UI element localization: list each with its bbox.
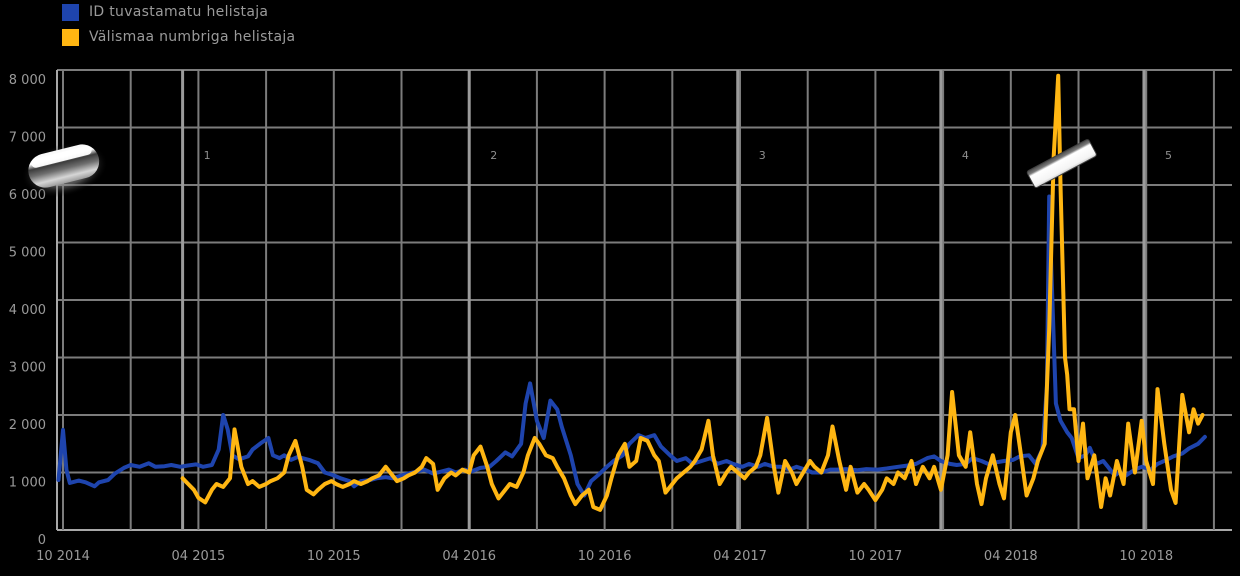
x-axis-tick-label: 10 2017: [849, 549, 903, 564]
series-line-yellow: [180, 73, 1205, 512]
x-axis-tick-label: 10 2015: [307, 549, 361, 564]
legend-swatch-yellow-icon: [62, 29, 79, 46]
x-axis-tick-label: 04 2018: [984, 549, 1038, 564]
x-axis-tick-label: 10 2016: [578, 549, 632, 564]
y-axis-tick-label: 7 000: [9, 131, 46, 146]
series-line-blue: [56, 194, 1207, 498]
x-axis-tick-label: 10 2018: [1119, 549, 1173, 564]
x-axis-tick-label: 04 2015: [172, 549, 226, 564]
x-axis-tick-label: 10 2014: [36, 549, 90, 564]
legend-item-yellow-series[interactable]: Välismaa numbriga helistaja: [62, 29, 295, 46]
event-marker-numbers: 1 2 3 4 5: [204, 149, 1172, 162]
x-axis-tick-label: 04 2017: [713, 549, 767, 564]
y-axis-tick-label: 5 000: [9, 246, 46, 261]
event-marker-number: 3: [759, 149, 766, 162]
legend-item-blue-series[interactable]: ID tuvastamatu helistaja: [62, 4, 295, 21]
legend-swatch-blue-icon: [62, 4, 79, 21]
x-axis-tick-label: 04 2016: [442, 549, 496, 564]
event-marker-number: 1: [204, 149, 211, 162]
y-axis-tick-label: 0: [38, 533, 46, 548]
grid-lines: [56, 69, 1232, 531]
event-marker-number: 5: [1165, 149, 1172, 162]
y-axis-tick-label: 1 000: [9, 476, 46, 491]
y-axis-tick-label: 8 000: [9, 73, 46, 88]
white-bar-sticker-icon: [1026, 139, 1097, 188]
y-axis-tick-label: 4 000: [9, 303, 46, 318]
event-marker-number: 4: [962, 149, 969, 162]
event-marker-number: 2: [490, 149, 497, 162]
y-axis-tick-label: 2 000: [9, 418, 46, 433]
legend-label-blue-series: ID tuvastamatu helistaja: [89, 4, 269, 20]
legend-label-yellow-series: Välismaa numbriga helistaja: [89, 29, 296, 45]
data-series-lines: [56, 73, 1207, 512]
y-axis-tick-label: 3 000: [9, 361, 46, 376]
chart-legend: ID tuvastamatu helistaja Välismaa numbri…: [62, 4, 295, 46]
pill-sticker-icon: [21, 142, 108, 198]
